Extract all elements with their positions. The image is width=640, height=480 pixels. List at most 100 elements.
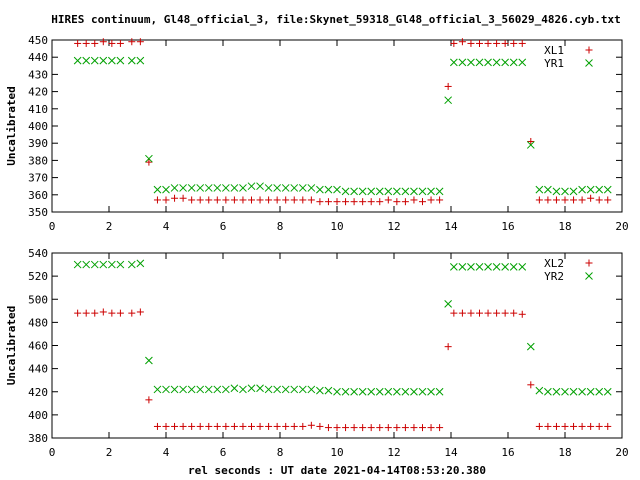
data-point [153,385,162,394]
x-tick-label: 0 [49,220,56,233]
data-point [450,309,458,317]
data-point [222,422,230,430]
data-point [127,56,136,65]
x-tick-label: 14 [444,220,458,233]
data-point [392,187,401,196]
data-point [91,309,99,317]
data-point [342,424,350,432]
y-tick-label: 540 [28,247,48,260]
data-point [493,309,501,317]
data-point [570,196,578,204]
x-tick-label: 18 [558,446,571,459]
data-point [188,422,196,430]
data-point [367,424,375,432]
chart-title: HIRES continuum, Gl48_official_3, file:S… [51,13,621,26]
data-point [230,384,239,393]
data-point [213,184,222,192]
data-point [99,308,107,316]
data-point [475,263,484,271]
data-point [136,56,145,65]
data-point [427,187,435,196]
series-YR1 [73,56,612,196]
data-point [99,38,107,46]
data-point [162,196,170,204]
data-point [239,184,247,192]
x-axis-label: rel seconds : UT date 2021-04-14T08:53:2… [188,464,486,477]
data-point [410,196,418,204]
data-point [578,422,586,430]
data-point [427,387,435,396]
data-point [316,185,324,194]
data-point [281,184,290,192]
y-tick-label: 430 [28,68,48,81]
data-point [569,187,578,196]
data-point [204,385,213,394]
y-tick-label: 400 [28,120,48,133]
data-point [603,185,612,194]
data-point [458,58,467,67]
data-point [401,187,410,196]
x-tick-label: 12 [387,220,400,233]
bottom-panel: 0 2 4 6 8 10 12 14 16 18 20 380 400 420 440 460 480 500 52… [5,247,629,459]
data-point [501,58,510,67]
data-point [107,56,116,65]
data-point [99,260,108,269]
series-XL1 [74,38,612,206]
x-tick-label: 14 [444,446,458,459]
data-point [467,309,475,317]
data-point [188,196,196,204]
data-point [544,387,552,396]
data-point [91,39,99,47]
data-point [367,198,375,206]
data-point [526,342,535,351]
data-point [316,422,324,430]
data-point [264,184,273,192]
data-point [475,58,484,67]
data-point [273,184,282,192]
data-point [384,424,392,432]
x-tick-label: 10 [330,220,343,233]
data-point [107,260,116,269]
data-point [350,187,358,196]
data-point [435,387,444,396]
data-point [384,196,392,204]
data-point [484,309,492,317]
data-point [307,385,316,394]
data-point [82,260,91,269]
data-point [324,424,332,432]
data-point [230,184,239,192]
data-point [527,137,535,145]
data-point [518,263,527,271]
data-point [393,424,401,432]
data-point [324,185,333,194]
x-tick-label: 6 [220,446,227,459]
data-point [578,387,586,396]
data-point [341,387,350,396]
data-point [384,187,393,196]
data-point [410,187,418,196]
data-point [376,424,384,432]
data-point [510,39,518,47]
data-point [153,422,161,430]
data-point [239,196,247,204]
legend-label: XL1 [544,44,564,57]
data-point [74,39,82,47]
data-point [239,385,247,394]
data-point [436,196,444,204]
legend-marker [585,259,593,267]
x-tick-label: 6 [220,220,227,233]
data-point [316,198,324,206]
data-point [467,263,475,271]
data-point [222,196,230,204]
data-point [435,187,444,196]
data-point [282,196,290,204]
data-point [501,309,509,317]
data-point [196,422,204,430]
data-point [458,309,466,317]
data-point [324,198,332,206]
legend-marker [585,59,593,67]
x-tick-label: 8 [277,446,284,459]
data-point [273,196,281,204]
data-point [595,387,604,396]
data-point [316,386,324,395]
